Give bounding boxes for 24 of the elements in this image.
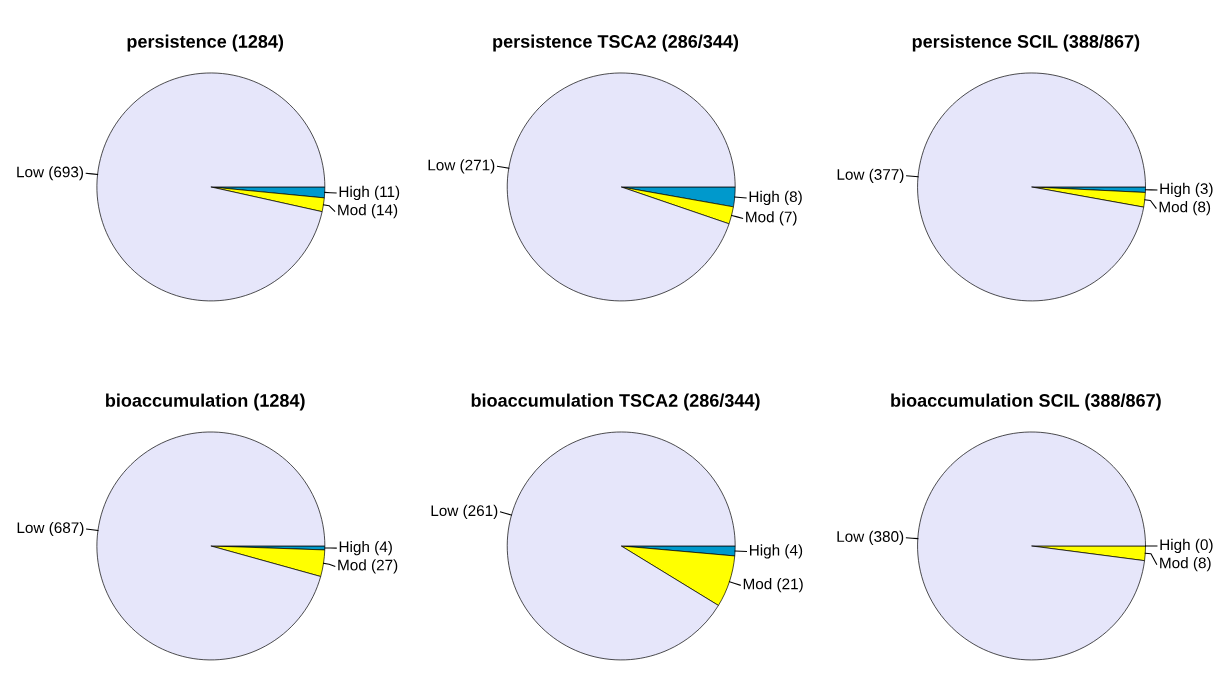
chart-title: bioaccumulation SCIL (388/867) bbox=[891, 393, 1161, 411]
chart-title: bioaccumulation TSCA2 (286/344) bbox=[471, 393, 760, 411]
slice-label: Mod (8) bbox=[1159, 201, 1211, 216]
slice-label: Low (380) bbox=[837, 530, 904, 545]
slice-label: Mod (21) bbox=[743, 578, 803, 593]
chart-title: bioaccumulation (1284) bbox=[106, 393, 305, 411]
slice-label: High (4) bbox=[339, 541, 392, 556]
chart-title: persistence TSCA2 (286/344) bbox=[493, 34, 739, 52]
slice-label: Low (687) bbox=[17, 521, 84, 537]
slice-label: High (3) bbox=[1160, 182, 1213, 198]
slice-label: High (4) bbox=[749, 544, 803, 559]
slice-label: Low (377) bbox=[837, 168, 904, 183]
legend-label: High (0) bbox=[1160, 538, 1213, 554]
slice-label: Low (271) bbox=[428, 159, 495, 174]
slice-label: Mod (7) bbox=[746, 211, 797, 226]
chart-title: persistence (1284) bbox=[127, 34, 284, 52]
slice-label: Low (261) bbox=[431, 504, 498, 520]
slice-label: Mod (14) bbox=[338, 204, 398, 219]
chart-title: persistence SCIL (388/867) bbox=[912, 34, 1140, 52]
slice-label: High (8) bbox=[749, 190, 802, 206]
slice-label: Mod (27) bbox=[338, 559, 398, 574]
slice-label: Low (693) bbox=[17, 166, 84, 181]
slice-label: Mod (8) bbox=[1160, 557, 1211, 572]
slice-label: High (11) bbox=[339, 185, 400, 201]
